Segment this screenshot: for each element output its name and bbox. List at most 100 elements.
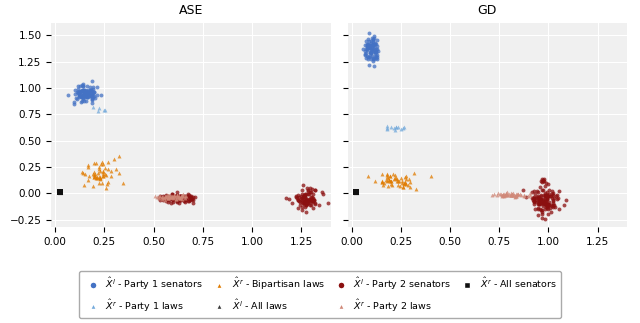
Point bbox=[363, 43, 373, 48]
Point bbox=[508, 192, 518, 197]
Point bbox=[169, 193, 179, 199]
Point bbox=[534, 201, 544, 206]
Point bbox=[83, 165, 93, 170]
Point bbox=[545, 210, 556, 215]
Point bbox=[164, 194, 174, 200]
Point bbox=[175, 193, 185, 198]
Point bbox=[295, 203, 305, 208]
Point bbox=[160, 197, 170, 202]
Point bbox=[303, 188, 313, 193]
Point bbox=[180, 197, 191, 203]
Point bbox=[362, 45, 372, 50]
Point bbox=[370, 41, 380, 46]
Point bbox=[293, 205, 303, 210]
Point bbox=[98, 171, 108, 176]
Point bbox=[368, 36, 378, 41]
Point bbox=[548, 202, 559, 207]
Point bbox=[180, 195, 191, 200]
Point bbox=[392, 179, 403, 184]
Point bbox=[182, 195, 193, 200]
Point bbox=[390, 125, 401, 130]
Point bbox=[291, 195, 301, 200]
Point bbox=[76, 89, 86, 94]
Point bbox=[178, 195, 188, 200]
Point bbox=[168, 195, 178, 201]
Point bbox=[511, 193, 521, 198]
Point bbox=[384, 177, 394, 182]
Point bbox=[89, 89, 99, 94]
Point bbox=[83, 88, 93, 93]
Point bbox=[405, 184, 415, 190]
Point bbox=[292, 193, 303, 198]
Point bbox=[372, 48, 383, 54]
Point bbox=[305, 190, 315, 195]
Point bbox=[77, 93, 88, 98]
Point bbox=[109, 156, 119, 161]
Point bbox=[79, 92, 90, 97]
Point bbox=[168, 193, 179, 198]
Point bbox=[544, 187, 554, 193]
Point bbox=[540, 200, 550, 205]
Point bbox=[540, 184, 550, 189]
Point bbox=[548, 195, 559, 200]
Point bbox=[100, 185, 111, 191]
Point bbox=[176, 194, 186, 199]
Point bbox=[389, 176, 399, 181]
Point bbox=[548, 204, 558, 210]
Point bbox=[367, 38, 378, 43]
Point bbox=[534, 194, 544, 200]
Point bbox=[176, 193, 186, 198]
Point bbox=[188, 198, 198, 203]
Point bbox=[364, 44, 374, 49]
Point bbox=[381, 178, 392, 183]
Point bbox=[166, 194, 177, 199]
Point bbox=[162, 193, 172, 198]
Point bbox=[87, 92, 97, 97]
Point bbox=[164, 194, 175, 199]
Point bbox=[541, 203, 551, 208]
Point bbox=[88, 87, 99, 92]
Point bbox=[186, 195, 196, 200]
Point bbox=[529, 194, 540, 200]
Title: ASE: ASE bbox=[179, 4, 203, 17]
Point bbox=[382, 178, 392, 183]
Point bbox=[55, 189, 65, 194]
Point bbox=[538, 179, 548, 184]
Point bbox=[180, 194, 190, 199]
Point bbox=[502, 189, 512, 194]
Point bbox=[297, 191, 307, 196]
Point bbox=[371, 56, 381, 61]
Point bbox=[155, 194, 165, 199]
Point bbox=[364, 42, 374, 47]
Point bbox=[548, 190, 558, 195]
Point bbox=[169, 195, 179, 201]
Point bbox=[538, 201, 548, 206]
Point bbox=[548, 192, 558, 197]
Point bbox=[298, 194, 308, 199]
Point bbox=[554, 188, 564, 193]
Point bbox=[536, 208, 546, 213]
Point bbox=[99, 108, 109, 113]
Point bbox=[79, 90, 90, 96]
Point bbox=[92, 160, 102, 165]
Point bbox=[529, 199, 539, 204]
Point bbox=[102, 181, 112, 186]
Point bbox=[172, 196, 182, 201]
Point bbox=[296, 207, 307, 212]
Point bbox=[168, 193, 179, 198]
Point bbox=[385, 125, 396, 130]
Point bbox=[368, 45, 378, 50]
Point bbox=[84, 174, 94, 179]
Point bbox=[382, 126, 392, 131]
Point bbox=[540, 193, 550, 198]
Point bbox=[412, 186, 422, 191]
Point bbox=[382, 173, 392, 178]
Point bbox=[174, 195, 184, 200]
Point bbox=[176, 196, 186, 201]
Point bbox=[364, 45, 374, 50]
Point bbox=[541, 195, 552, 201]
Point bbox=[81, 91, 92, 96]
Point bbox=[512, 191, 522, 196]
Point bbox=[81, 90, 92, 95]
Point bbox=[539, 199, 549, 204]
